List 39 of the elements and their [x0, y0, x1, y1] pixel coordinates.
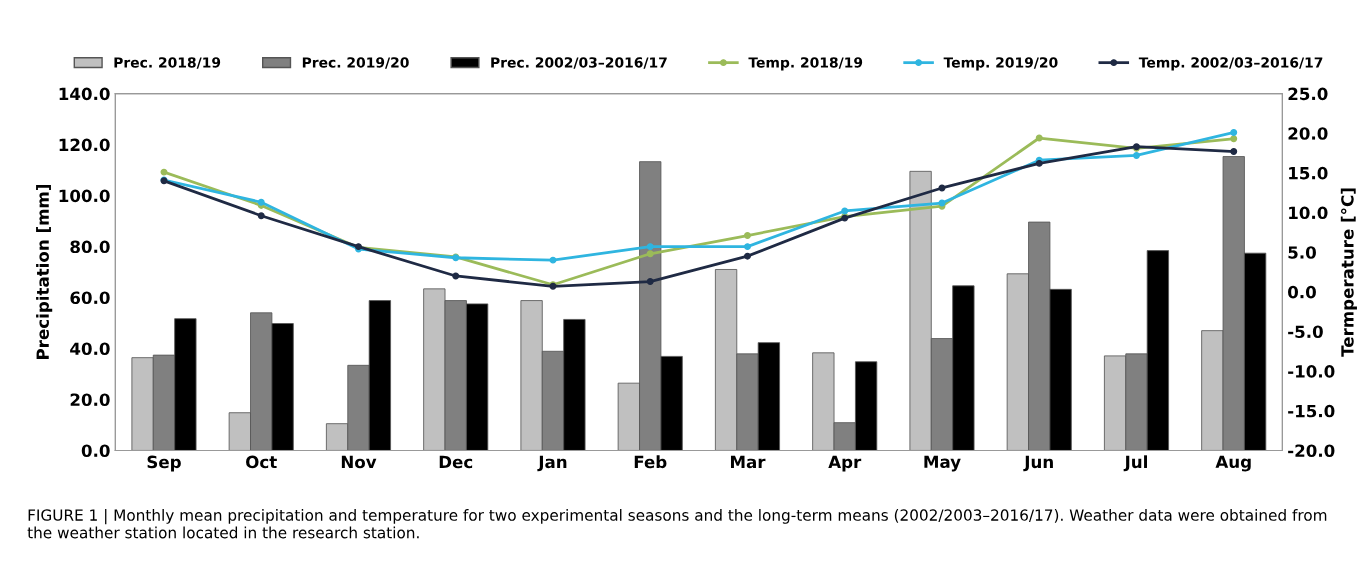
- legend-label: Temp. 2002/03–2016/17: [1138, 57, 1323, 71]
- y-tick-label: 60.0: [70, 291, 110, 305]
- x-tick-label: Apr: [828, 455, 862, 472]
- caption: FIGURE 1 | Monthly mean precipitation and temperature for two experimental seasons and the long-term means (2002/2003–2016/17). Weather data were obtained from the weather station located in the research station.: [27, 508, 1327, 539]
- x-tick-label: Feb: [634, 455, 667, 469]
- y-tick-label: 40.0: [70, 342, 110, 356]
- x-tick-label: May: [924, 455, 961, 472]
- legend-label: Temp. 2018/19: [748, 57, 863, 71]
- y2-tick-label: -5.0: [1288, 325, 1323, 339]
- y2-tick-label: 5.0: [1288, 246, 1316, 259]
- legend-label: Prec. 2018/19: [114, 57, 221, 69]
- y2-tick-label: -15.0: [1288, 404, 1335, 418]
- x-tick-label: Mar: [730, 455, 766, 469]
- x-tick-label: Sep: [147, 455, 181, 472]
- x-tick-label: Jul: [1123, 455, 1147, 472]
- legend-label: Temp. 2019/20: [943, 57, 1058, 71]
- y2-tick-label: 0.0: [1288, 285, 1316, 299]
- legend-label: Prec. 2002/03–2016/17: [491, 57, 667, 69]
- y2-tick-label: -20.0: [1288, 444, 1335, 458]
- y-tick-label: 80.0: [70, 240, 110, 254]
- y-tick-label: 120.0: [59, 138, 110, 152]
- x-tick-label: Oct: [246, 455, 277, 469]
- y2-tick-label: 25.0: [1288, 87, 1328, 101]
- x-tick-label: Jan: [537, 455, 567, 472]
- y2-tick-label: 10.0: [1289, 206, 1328, 220]
- y2-tick-label: 20.0: [1288, 127, 1328, 140]
- x-tick-label: Nov: [341, 455, 377, 469]
- y2-axis-title: Termperature [°C]: [1340, 188, 1357, 357]
- y2-tick-label: -10.0: [1288, 365, 1335, 378]
- y-tick-label: 0.0: [81, 444, 110, 458]
- y-tick-label: 140.0: [59, 87, 110, 101]
- y-tick-label: 100.0: [59, 189, 110, 203]
- legend-label: Prec. 2019/20: [302, 57, 409, 69]
- x-tick-label: Aug: [1215, 455, 1251, 472]
- y-tick-label: 20.0: [70, 393, 110, 407]
- x-tick-label: Jun: [1023, 455, 1053, 472]
- x-tick-label: Dec: [439, 455, 473, 469]
- y-axis-title: Precipitation [mm]: [36, 184, 53, 359]
- y2-tick-label: 15.0: [1289, 166, 1328, 180]
